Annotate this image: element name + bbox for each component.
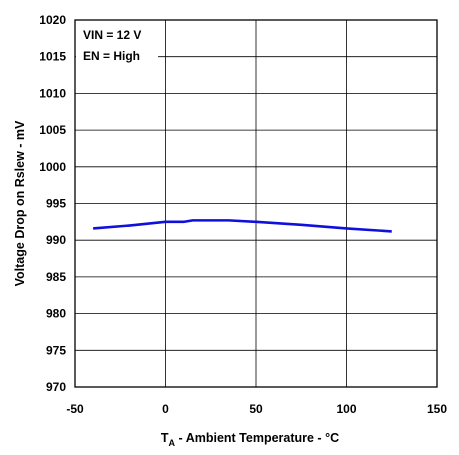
x-tick-label: -50 [66,402,84,416]
x-tick-label: 100 [336,402,356,416]
plot-frame [74,19,438,388]
x-tick-label: 0 [162,402,169,416]
y-tick-label: 980 [46,307,66,321]
y-tick-label: 985 [46,270,66,284]
x-tick-label: 50 [249,402,263,416]
y-tick-label: 1005 [39,123,66,137]
y-tick-label: 975 [46,343,66,357]
x-axis-label: TA - Ambient Temperature - °C [161,431,339,448]
y-tick-label: 990 [46,233,66,247]
y-tick-label: 1020 [39,13,66,27]
x-axis-label-rest: - Ambient Temperature - °C [175,431,339,445]
y-tick-label: 995 [46,197,66,211]
x-axis-label-main: T [161,431,169,445]
y-tick-labels: 970 975 980 985 990 995 1000 1005 1010 1015 1020 [39,13,66,394]
y-tick-label: 970 [46,380,66,394]
annotation-vin: VIN = 12 V [83,28,141,42]
y-axis-label: Voltage Drop on Rslew - mV [13,120,27,286]
annotation-background [76,21,158,71]
series-layer [92,219,392,233]
y-tick-label: 1015 [39,50,66,64]
y-tick-label: 1000 [39,160,66,174]
annotation-en: EN = High [83,49,140,63]
series-line [92,219,392,233]
grid-lines [75,20,437,387]
x-tick-label: 150 [427,402,447,416]
x-axis-label-subscript: A [169,438,176,448]
x-tick-labels: -50 0 50 100 150 [66,402,447,416]
y-tick-label: 1010 [39,86,66,100]
